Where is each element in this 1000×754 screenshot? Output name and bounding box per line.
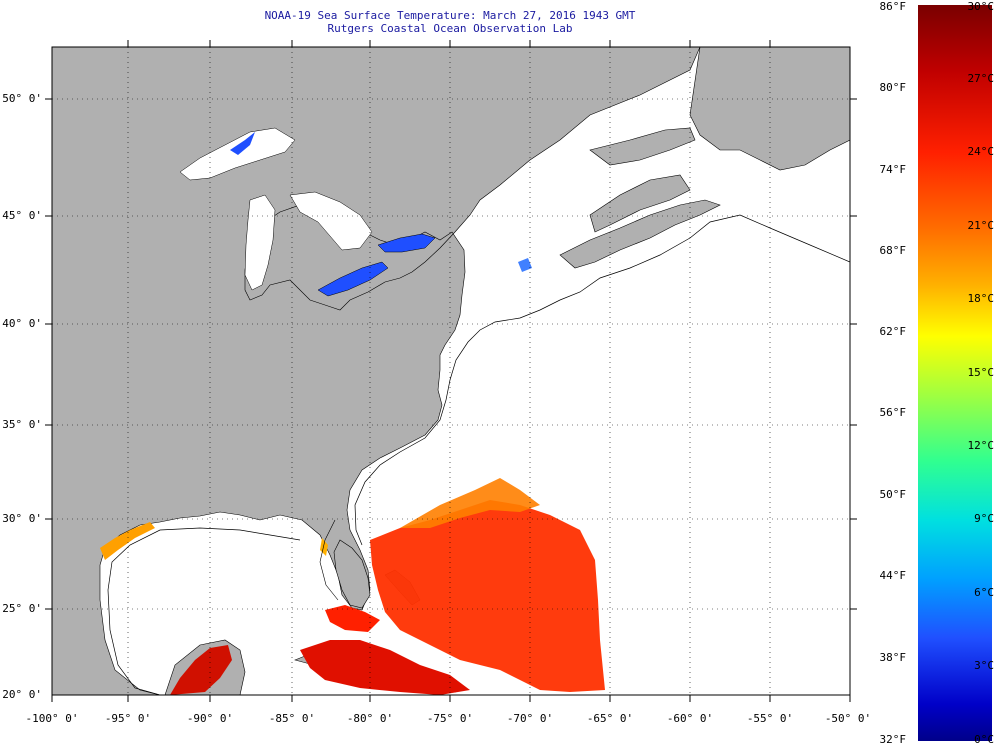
colorbar-f-label: 38°F — [879, 651, 907, 664]
colorbar-f-label: 86°F — [879, 0, 907, 13]
temperature-colorbar — [918, 5, 992, 741]
florida-isobath-line — [319, 519, 339, 601]
warm-sst-orange-fringe — [400, 478, 540, 528]
lat-label-30: 30° 0' — [2, 512, 42, 525]
colorbar-f-label: 44°F — [879, 569, 907, 582]
lon-label-65w: -65° 0' — [586, 712, 634, 725]
map-frame — [51, 46, 851, 696]
maritimes-land — [689, 47, 850, 171]
warm-sst-straits — [325, 605, 380, 632]
colorbar-f-label: 50°F — [879, 488, 907, 501]
colorbar-c-label: 24°C — [967, 145, 995, 158]
colorbar-c-label: 12°C — [967, 439, 995, 452]
lat-label-35: 35° 0' — [2, 418, 42, 431]
frame-ticks — [45, 40, 857, 702]
warm-sst-yucatan-channel — [170, 645, 232, 695]
lon-label-70w: -70° 0' — [506, 712, 554, 725]
colorbar-f-label: 68°F — [879, 244, 907, 257]
lat-label-45: 45° 0' — [2, 209, 42, 222]
gulf-maine-cold-water — [518, 258, 532, 272]
gulf-isobath-line — [107, 527, 301, 695]
map-subtitle: Rutgers Coastal Ocean Observation Lab — [327, 22, 573, 35]
lon-label-75w: -75° 0' — [426, 712, 474, 725]
colorbar-c-label: 21°C — [967, 219, 995, 232]
colorbar-c-label: 30°C — [967, 0, 995, 13]
colorbar-f-label: 62°F — [879, 325, 907, 338]
lon-label-100w: -100° 0' — [25, 712, 79, 725]
lake-huron — [289, 191, 373, 251]
lon-label-95w: -95° 0' — [104, 712, 152, 725]
warm-sst-atlantic — [370, 500, 605, 692]
colorbar-c-label: 6°C — [974, 586, 994, 599]
gaspe-land — [589, 127, 696, 166]
lake-ontario — [377, 233, 436, 253]
lat-label-50: 50° 0' — [2, 92, 42, 105]
florida-peninsula — [333, 539, 371, 609]
lat-label-40: 40° 0' — [2, 317, 42, 330]
lat-label-20: 20° 0' — [2, 688, 42, 701]
map-title: NOAA-19 Sea Surface Temperature: March 2… — [264, 9, 636, 22]
lon-label-60w: -60° 0' — [666, 712, 714, 725]
warm-sst-gulf-coast-west — [100, 522, 155, 560]
colorbar-c-label: 15°C — [967, 366, 995, 379]
lake-erie — [317, 261, 389, 297]
nova-scotia-land — [559, 199, 721, 269]
colorbar-c-label: 18°C — [967, 292, 995, 305]
colorbar-f-label: 32°F — [879, 733, 907, 746]
lon-label-90w: -90° 0' — [186, 712, 234, 725]
graticule — [52, 47, 850, 695]
lake-michigan — [244, 194, 276, 291]
colorbar-f-label: 56°F — [879, 406, 907, 419]
warm-sst-caribbean — [300, 640, 470, 695]
colorbar-c-label: 27°C — [967, 72, 995, 85]
shelf-isobath-line — [354, 214, 850, 546]
lake-superior-open-water — [230, 132, 255, 155]
warm-sst-gulf-coast-east — [320, 538, 328, 556]
lon-label-50w: -50° 0' — [824, 712, 872, 725]
colorbar-c-label: 0°C — [974, 733, 994, 746]
lon-label-85w: -85° 0' — [268, 712, 316, 725]
lon-label-80w: -80° 0' — [346, 712, 394, 725]
lat-label-25: 25° 0' — [2, 602, 42, 615]
new-brunswick-land — [589, 174, 691, 233]
colorbar-c-label: 9°C — [974, 512, 994, 525]
north-america-land — [52, 47, 701, 695]
colorbar-c-label: 3°C — [974, 659, 994, 672]
lon-label-55w: -55° 0' — [746, 712, 794, 725]
colorbar-f-label: 74°F — [879, 163, 907, 176]
colorbar-f-label: 80°F — [879, 81, 907, 94]
